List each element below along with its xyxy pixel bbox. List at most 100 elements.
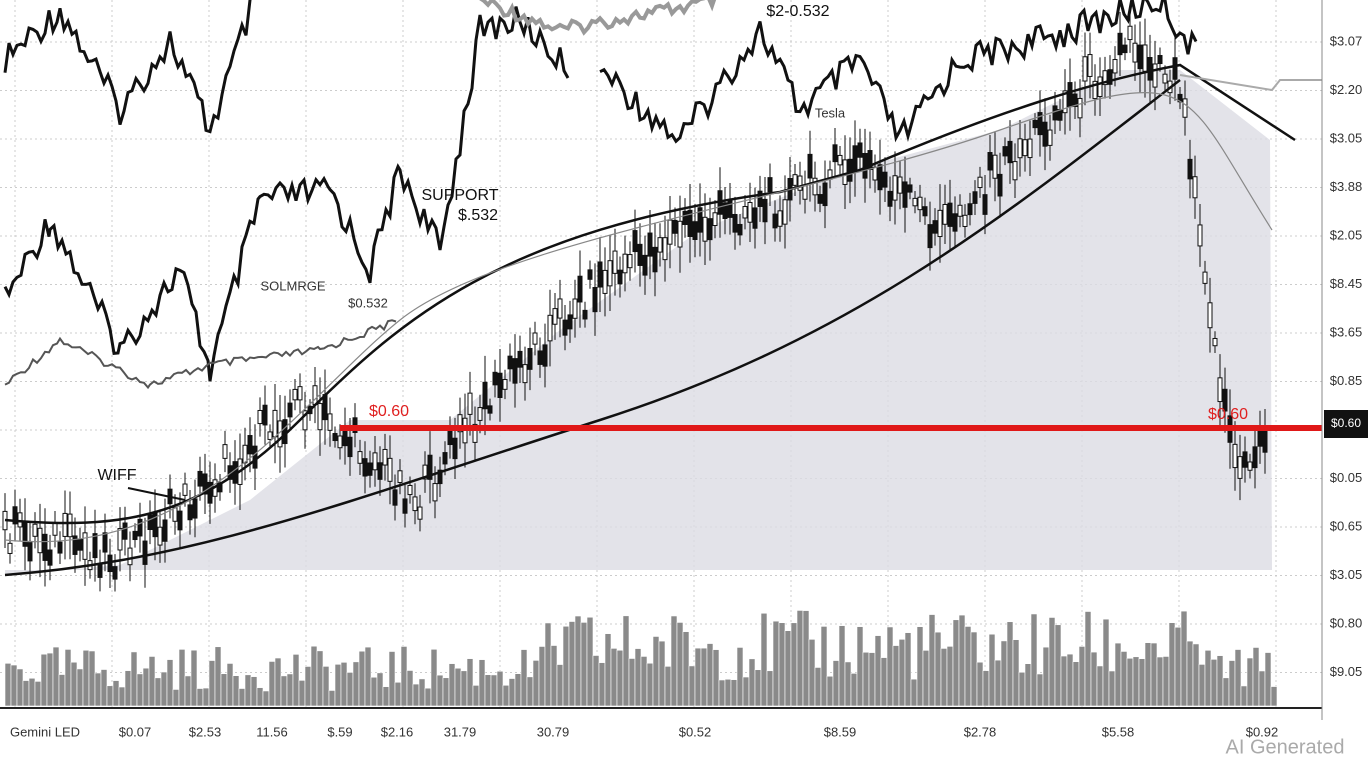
x-tick-label: $8.59 (824, 724, 857, 739)
volume-bar (64, 649, 72, 707)
candle-body (1232, 443, 1238, 469)
candle-body (707, 218, 713, 241)
x-tick-label: Gemini LED (10, 724, 80, 739)
candle-body (222, 444, 228, 459)
volume-bar (730, 679, 738, 707)
volume-bar (334, 663, 342, 707)
volume-bar (622, 615, 630, 707)
volume-bar (520, 649, 528, 707)
candle-body (687, 209, 693, 237)
x-tick-label: 31.79 (444, 724, 477, 739)
candle-body (487, 405, 493, 414)
volume-bar (1168, 622, 1176, 707)
candle-body (317, 403, 323, 431)
volume-bar (82, 649, 90, 707)
y-tick-label: $0.05 (1330, 470, 1363, 485)
volume-bar (406, 670, 414, 707)
candle-body (442, 452, 448, 465)
volume-bar (640, 656, 648, 707)
volume-bar (382, 686, 390, 707)
candle-body (527, 348, 533, 370)
candle-body (517, 350, 523, 368)
volume-bar (448, 663, 456, 707)
candle-body (512, 358, 518, 384)
volume-bar (886, 626, 894, 707)
candle-body (592, 287, 598, 313)
volume-bar (784, 630, 792, 707)
volume-bar (304, 666, 312, 707)
candle-body (432, 483, 438, 502)
volume-bar (502, 684, 510, 707)
candle-body (1102, 70, 1108, 86)
volume-bar (790, 622, 798, 707)
candle-body (842, 159, 848, 185)
candle-body (62, 512, 68, 537)
volume-bar (418, 678, 426, 707)
volume-bar (928, 614, 936, 707)
volume-bar (628, 658, 636, 707)
candle-body (482, 381, 488, 410)
candle-body (32, 523, 38, 537)
volume-bar (892, 645, 900, 707)
candle-body (1017, 138, 1023, 159)
volume-bar (250, 676, 258, 707)
candle-body (1097, 76, 1103, 97)
candle-body (1087, 54, 1093, 77)
volume-bar (160, 671, 168, 707)
candle-body (1202, 271, 1208, 284)
candle-body (1082, 56, 1088, 82)
level-label: $0.60 (369, 403, 409, 420)
volume-bar (766, 670, 774, 707)
candle-body (942, 203, 948, 225)
candle-body (882, 171, 888, 188)
volume-bar (454, 667, 462, 707)
candle-body (287, 402, 293, 418)
volume-bar (1042, 646, 1050, 707)
volume-bar (1090, 651, 1098, 707)
volume-bar (1204, 650, 1212, 707)
volume-bar (850, 673, 858, 707)
volume-bar (394, 681, 402, 707)
annotation: SUPPORT (421, 187, 498, 204)
candle-body (137, 518, 143, 537)
volume-bar (1102, 618, 1110, 707)
candle-body (452, 437, 458, 460)
candle-body (1052, 105, 1058, 121)
candle-body (677, 220, 683, 248)
candle-body (1022, 139, 1028, 157)
candle-body (562, 319, 568, 336)
candle-body (292, 388, 298, 401)
price-box-label: $0.60 (1331, 416, 1361, 430)
annotation-arrow (127, 487, 186, 501)
candle-body (702, 216, 708, 242)
y-tick-label: $3.05 (1330, 130, 1363, 145)
candle-body (627, 254, 633, 269)
volume-bar (898, 638, 906, 707)
watermark: AI Generated (1226, 736, 1345, 758)
candle-body (682, 210, 688, 225)
volume-bar (400, 646, 408, 707)
candle-body (747, 201, 753, 223)
candle-body (472, 423, 478, 443)
volume-bar (772, 620, 780, 707)
volume-bar (874, 635, 882, 707)
candle-body (177, 510, 183, 531)
candle-body (297, 386, 303, 401)
moving-average (4, 91, 1273, 543)
candle-body (377, 462, 383, 480)
candle-body (792, 174, 798, 186)
candles (2, 11, 1268, 592)
candle-body (987, 152, 993, 171)
x-tick-label: $0.07 (119, 724, 152, 739)
candle-body (762, 198, 768, 223)
volume-bar (1234, 649, 1242, 707)
volume-bar (1024, 663, 1032, 707)
volume-bar (346, 672, 354, 707)
volume-bar (910, 678, 918, 707)
volume-bar (958, 614, 966, 707)
candle-body (1032, 119, 1038, 129)
volume-bar (1210, 659, 1218, 707)
volume-bar (646, 662, 654, 707)
shaded-area (5, 70, 1272, 575)
volume-bar (610, 648, 618, 707)
